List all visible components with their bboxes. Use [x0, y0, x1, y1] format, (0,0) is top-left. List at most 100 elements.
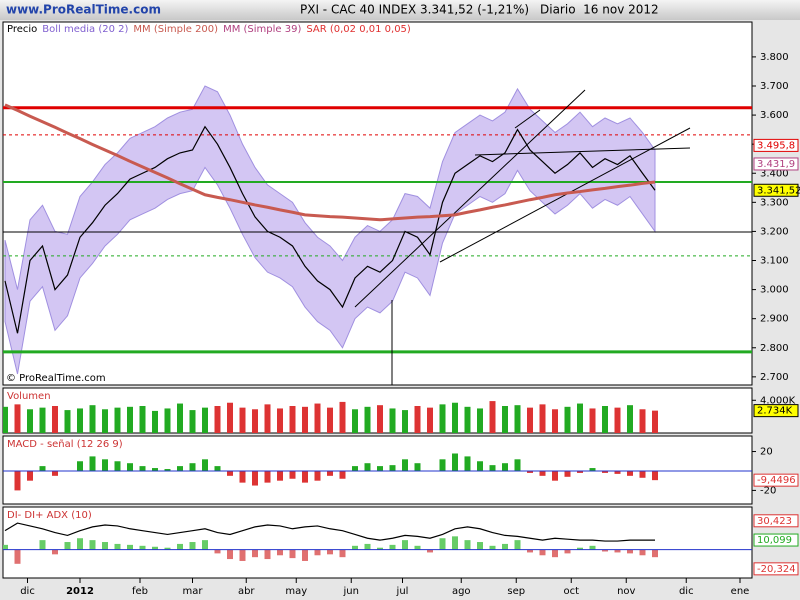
price-line	[4, 103, 656, 222]
bar	[564, 470, 571, 477]
bar	[477, 408, 483, 433]
bar	[489, 401, 496, 433]
bar	[14, 470, 21, 491]
bar	[227, 402, 233, 433]
bar	[139, 466, 146, 471]
bar	[489, 465, 496, 471]
price-tag-label: 30,423	[757, 516, 792, 527]
y-tick-label: 2.700	[760, 372, 789, 383]
bar	[277, 408, 283, 433]
bar	[77, 538, 83, 550]
bar	[314, 403, 321, 433]
panel-content	[3, 453, 752, 491]
price-tag-label: -20,324	[757, 564, 796, 575]
bar	[364, 543, 371, 550]
bar	[514, 540, 521, 550]
bar	[452, 536, 458, 550]
bar	[314, 549, 321, 556]
price-line	[4, 125, 656, 334]
bar	[627, 470, 633, 476]
bar	[239, 407, 246, 433]
bar	[252, 409, 258, 433]
bar	[64, 410, 71, 433]
legend-entry: SAR (0,02 0,01 0,05)	[306, 24, 411, 35]
bar	[164, 408, 171, 433]
bar	[202, 407, 208, 433]
bar	[352, 409, 358, 433]
bar	[164, 469, 171, 471]
bar	[39, 466, 46, 471]
bar	[389, 408, 396, 433]
bar	[377, 405, 383, 433]
trend-line	[439, 127, 691, 263]
bar	[289, 549, 296, 559]
x-tick-label: feb	[132, 586, 148, 597]
bar	[539, 549, 546, 556]
bar	[389, 465, 396, 471]
bar	[439, 404, 446, 433]
bar	[577, 547, 583, 550]
price-tag	[753, 514, 799, 528]
y-tick-label: 20	[760, 447, 773, 458]
y-tick-label: 3.200	[760, 226, 789, 237]
bar	[152, 410, 158, 433]
bar	[452, 453, 458, 471]
bar	[189, 410, 196, 433]
bar	[627, 405, 633, 433]
bar	[77, 461, 83, 471]
bar	[339, 401, 346, 433]
bar	[302, 549, 308, 561]
bar	[377, 547, 383, 550]
bar	[402, 540, 408, 550]
x-tick-label: may	[285, 586, 307, 597]
bar	[177, 466, 183, 471]
bar	[189, 463, 196, 471]
bar	[264, 404, 271, 433]
bar	[464, 406, 471, 433]
y-tick-label: 2.900	[760, 314, 789, 325]
bar	[352, 466, 358, 471]
bar	[639, 470, 646, 478]
y-tick-label: 3.800	[760, 52, 789, 63]
bar	[139, 545, 146, 550]
bar	[514, 405, 521, 433]
x-tick-label: oct	[563, 586, 579, 597]
bar	[577, 403, 583, 433]
bar	[602, 549, 608, 552]
y-tick-label: 4.000K	[760, 395, 796, 406]
bar	[39, 540, 46, 550]
price-tag	[753, 533, 799, 547]
bar	[402, 410, 408, 433]
bar	[614, 470, 621, 474]
header-bar	[0, 0, 800, 20]
bar	[177, 543, 183, 550]
x-tick-label: jun	[343, 586, 359, 597]
y-tick-label: 3.700	[760, 81, 789, 92]
bar	[327, 470, 333, 476]
price-tag-label: -9,4496	[757, 475, 796, 486]
bar	[52, 549, 58, 555]
bar	[127, 406, 133, 433]
bar	[252, 470, 258, 486]
x-tick-label: dic	[679, 586, 694, 597]
price-tag-label: 3.431,9	[757, 159, 795, 170]
y-tick-label: -20	[760, 485, 776, 496]
bar	[614, 407, 621, 433]
bar	[164, 547, 171, 550]
panel-title: MACD - señal (12 26 9)	[7, 439, 123, 450]
x-tick-label: abr	[238, 586, 255, 597]
bar	[139, 406, 146, 433]
site-name[interactable]: www.ProRealTime.com	[6, 3, 161, 17]
x-tick-label: ago	[452, 586, 471, 597]
price-tag	[753, 183, 799, 197]
bar	[477, 542, 483, 550]
bar	[227, 549, 233, 560]
bar	[102, 459, 108, 471]
trend-line	[354, 89, 586, 308]
y-tick-label: 3.400	[760, 168, 789, 179]
bar	[552, 409, 558, 433]
bar	[152, 468, 158, 471]
x-tick-label: nov	[617, 586, 635, 597]
bar	[89, 405, 96, 433]
bar	[277, 470, 283, 481]
